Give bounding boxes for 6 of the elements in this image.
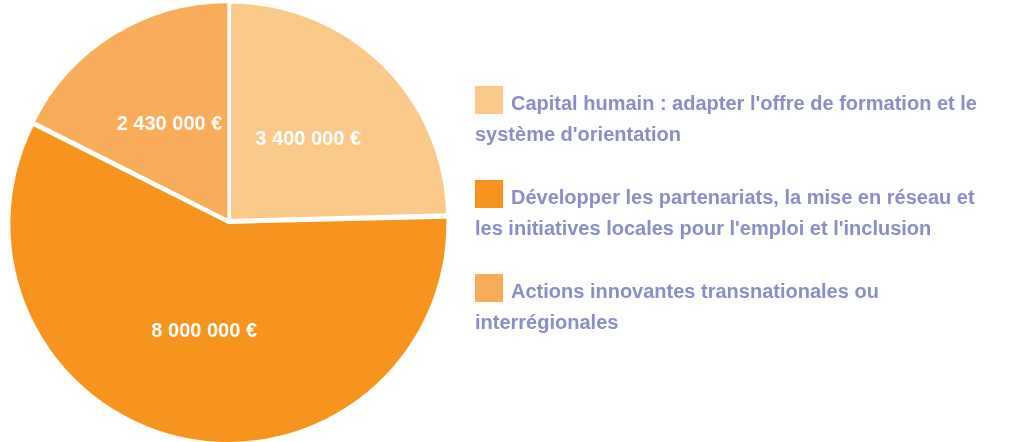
legend-label: Actions innovantes transnationales ou interrégionales [475, 280, 879, 333]
data-label: 3 400 000 € [255, 127, 362, 150]
data-label: 8 000 000 € [151, 319, 258, 342]
data-label: 2 430 000 € [116, 111, 223, 134]
legend-label: Capital humain : adapter l'offre de formation et le système d'orientation [475, 92, 977, 145]
legend-label: Développer les partenariats, la mise en réseau et les initiatives locales pour l'emploi et l'inclusion [475, 186, 975, 239]
